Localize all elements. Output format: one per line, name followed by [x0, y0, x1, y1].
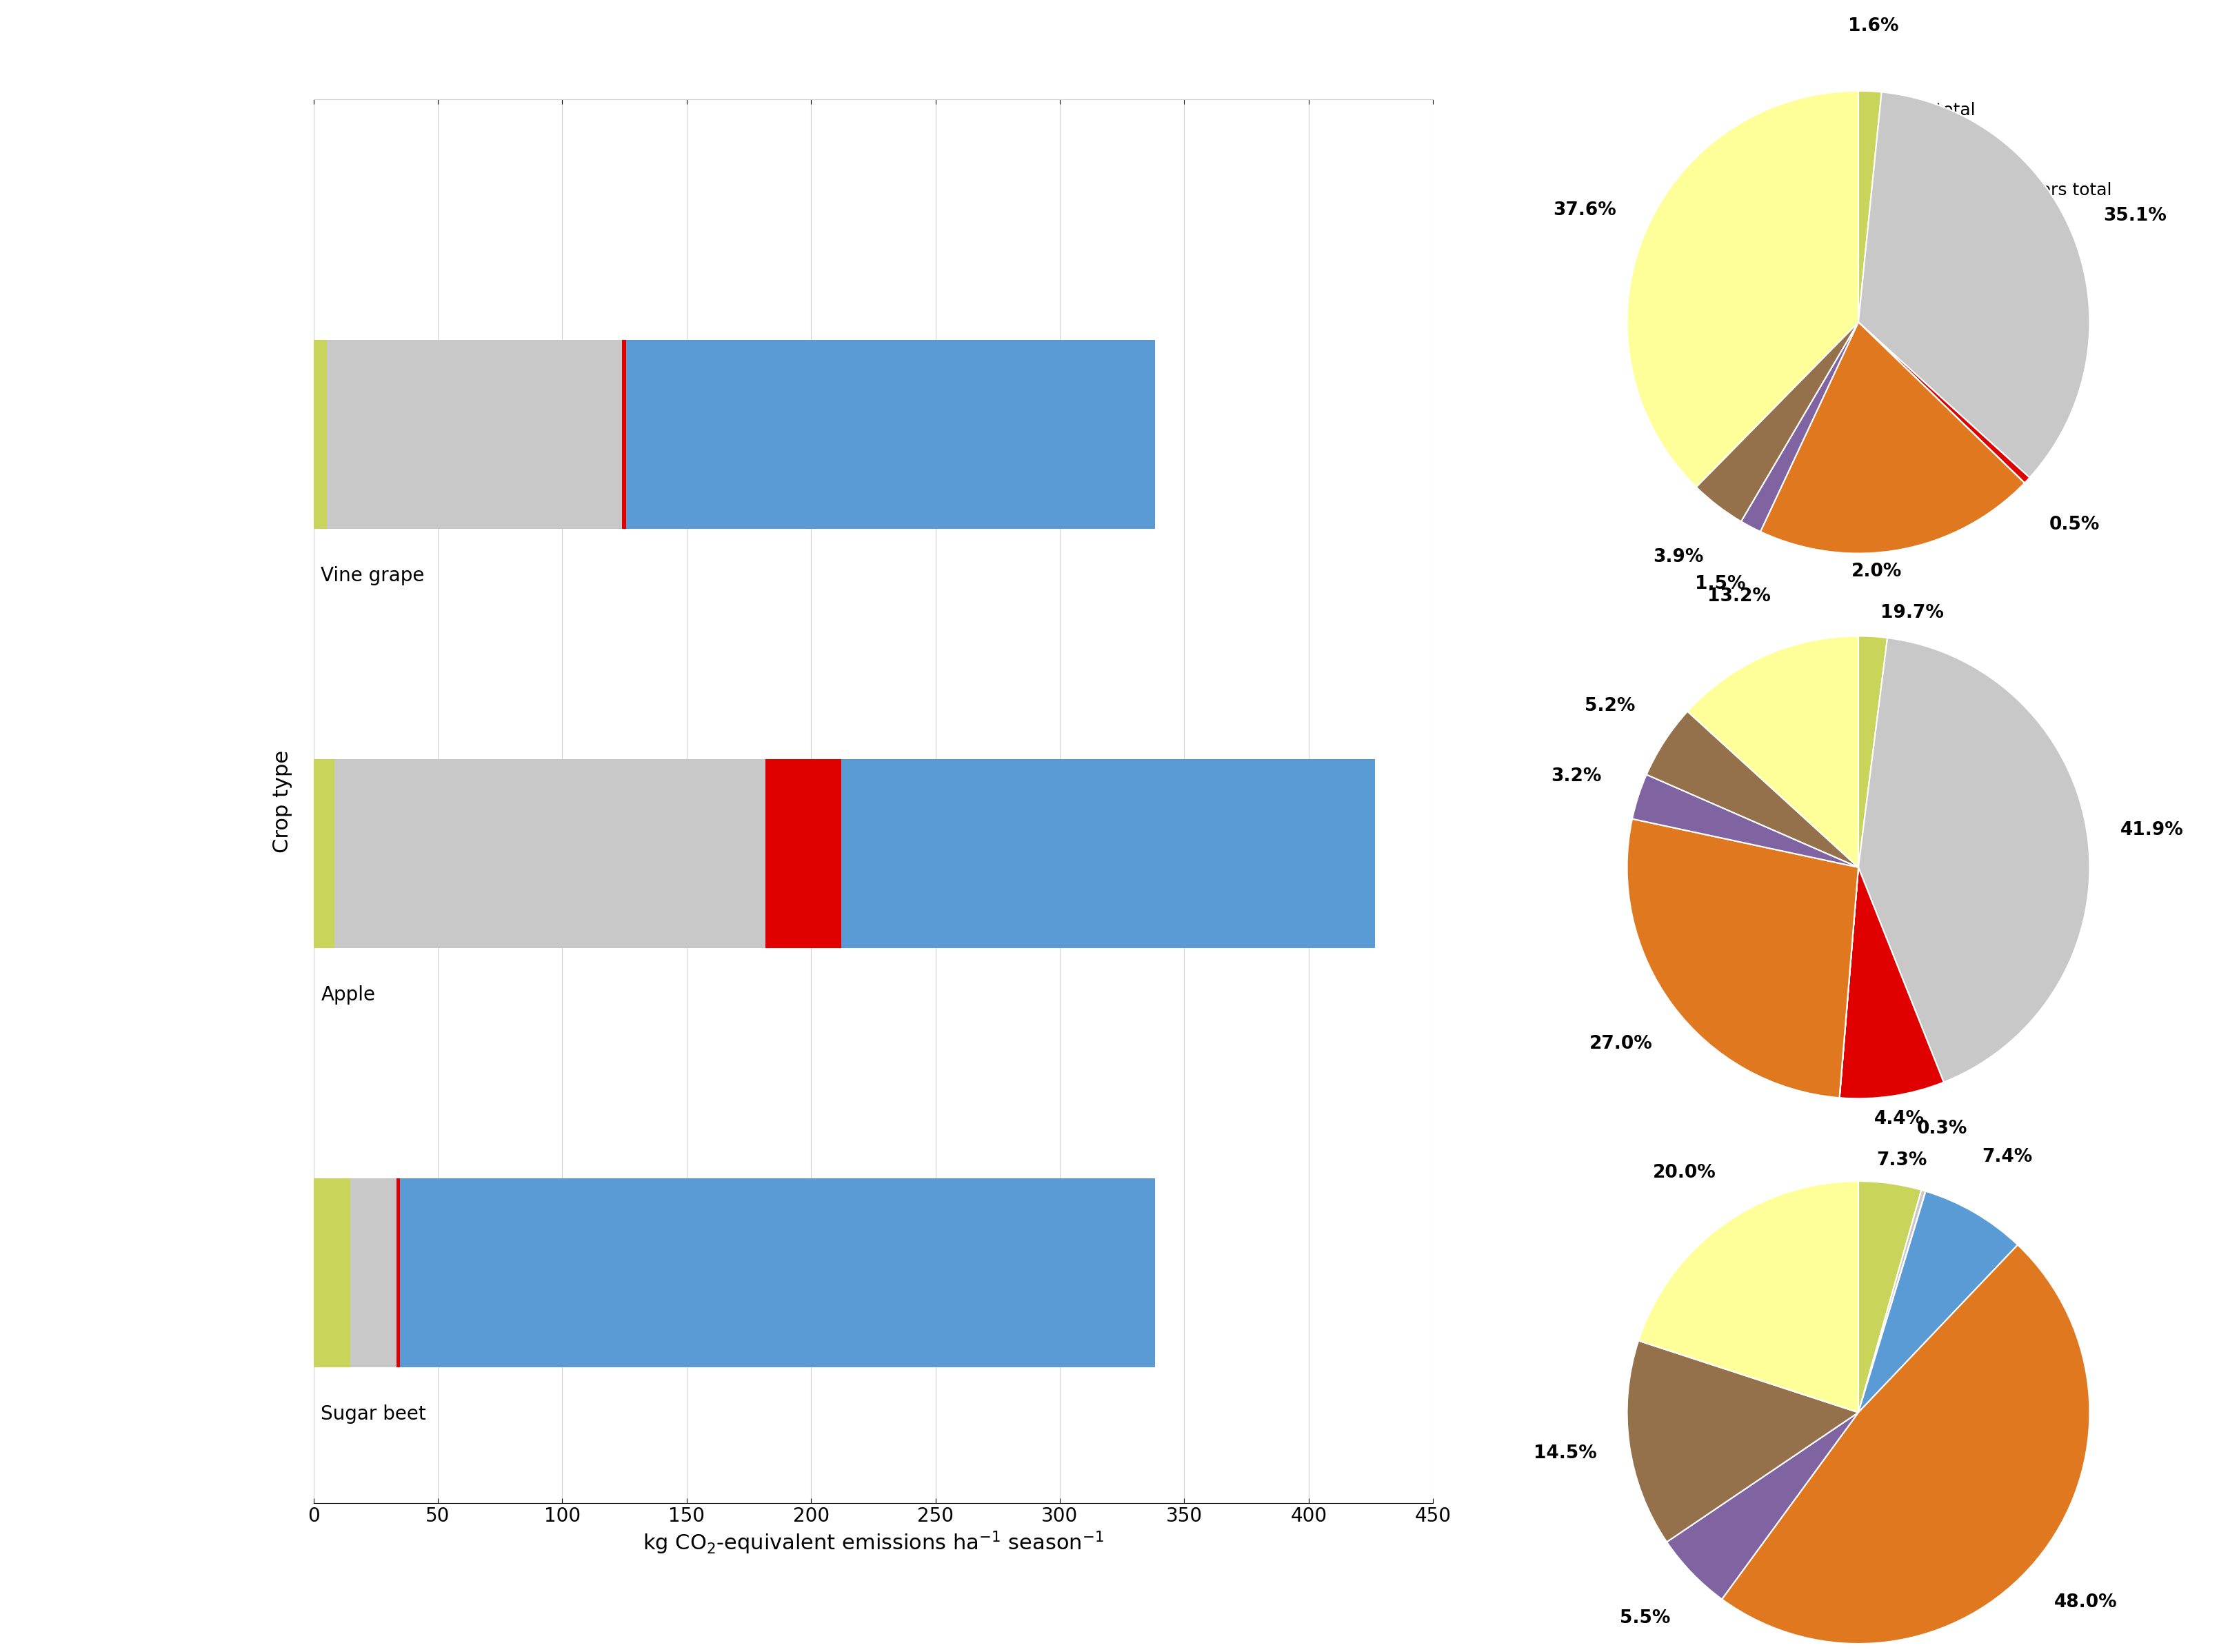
Text: 20.0%: 20.0%: [1652, 1165, 1715, 1181]
Bar: [313, 760, 334, 948]
Bar: [334, 760, 766, 948]
Wedge shape: [1760, 322, 2024, 553]
Text: 5.5%: 5.5%: [1621, 1609, 1670, 1627]
Wedge shape: [1858, 1181, 1921, 1412]
Text: 2.0%: 2.0%: [1852, 563, 1903, 582]
Bar: [627, 340, 1155, 529]
Text: 27.0%: 27.0%: [1590, 1034, 1652, 1052]
Wedge shape: [1742, 322, 1858, 532]
Text: 1.5%: 1.5%: [1695, 575, 1746, 593]
Text: 4.4%: 4.4%: [1874, 1110, 1923, 1128]
Bar: [313, 340, 327, 529]
Wedge shape: [1858, 1191, 1926, 1412]
Text: 19.7%: 19.7%: [1881, 605, 1943, 623]
Wedge shape: [1858, 322, 2029, 482]
Text: 3.2%: 3.2%: [1552, 768, 1601, 785]
Text: 37.6%: 37.6%: [1552, 202, 1617, 220]
Wedge shape: [1666, 1412, 1858, 1599]
Text: 0.3%: 0.3%: [1917, 1120, 1968, 1137]
Wedge shape: [1840, 867, 1943, 1099]
Bar: [622, 340, 627, 529]
Text: 13.2%: 13.2%: [1706, 588, 1771, 605]
Text: 41.9%: 41.9%: [2120, 821, 2183, 839]
Wedge shape: [1858, 636, 1887, 867]
Text: 7.3%: 7.3%: [1876, 1151, 1928, 1170]
Wedge shape: [1646, 712, 1858, 867]
Wedge shape: [1858, 638, 2089, 1082]
Bar: [766, 760, 842, 948]
Wedge shape: [1840, 867, 1858, 1099]
Bar: [842, 760, 1375, 948]
Bar: [401, 1178, 1155, 1368]
Text: 5.2%: 5.2%: [1585, 697, 1634, 715]
Text: 35.1%: 35.1%: [2102, 206, 2167, 225]
Text: 48.0%: 48.0%: [2053, 1593, 2118, 1611]
Text: 7.4%: 7.4%: [1982, 1148, 2033, 1166]
Wedge shape: [1632, 775, 1858, 867]
Wedge shape: [1697, 322, 1858, 522]
Text: Vine grape: Vine grape: [320, 567, 425, 585]
X-axis label: kg CO$_2$-equivalent emissions ha$^{-1}$ season$^{-1}$: kg CO$_2$-equivalent emissions ha$^{-1}$…: [643, 1530, 1104, 1556]
Bar: [327, 340, 622, 529]
Text: Sugar beet: Sugar beet: [320, 1404, 425, 1424]
Y-axis label: Crop type: Crop type: [273, 750, 293, 852]
Bar: [396, 1178, 401, 1368]
Wedge shape: [1628, 1341, 1858, 1541]
Bar: [313, 1178, 352, 1368]
Wedge shape: [1628, 91, 1858, 487]
Wedge shape: [1858, 1189, 1926, 1412]
Wedge shape: [1858, 93, 2089, 477]
Wedge shape: [1688, 636, 1858, 867]
Legend: Herbicides total, Fungicides total, Insecticides total, N-, P-, K-, & lime-ferti: Herbicides total, Fungicides total, Inse…: [1791, 94, 2118, 312]
Wedge shape: [1639, 1181, 1858, 1412]
Text: 3.9%: 3.9%: [1652, 548, 1704, 567]
Wedge shape: [1858, 91, 1881, 322]
Bar: [352, 1178, 396, 1368]
Wedge shape: [1858, 1191, 2017, 1412]
Text: 14.5%: 14.5%: [1534, 1444, 1596, 1462]
Text: 1.6%: 1.6%: [1847, 18, 1899, 35]
Wedge shape: [1858, 322, 2024, 482]
Wedge shape: [1628, 819, 1858, 1099]
Text: Apple: Apple: [320, 985, 376, 1004]
Text: 0.5%: 0.5%: [2049, 515, 2100, 534]
Wedge shape: [1722, 1246, 2089, 1644]
